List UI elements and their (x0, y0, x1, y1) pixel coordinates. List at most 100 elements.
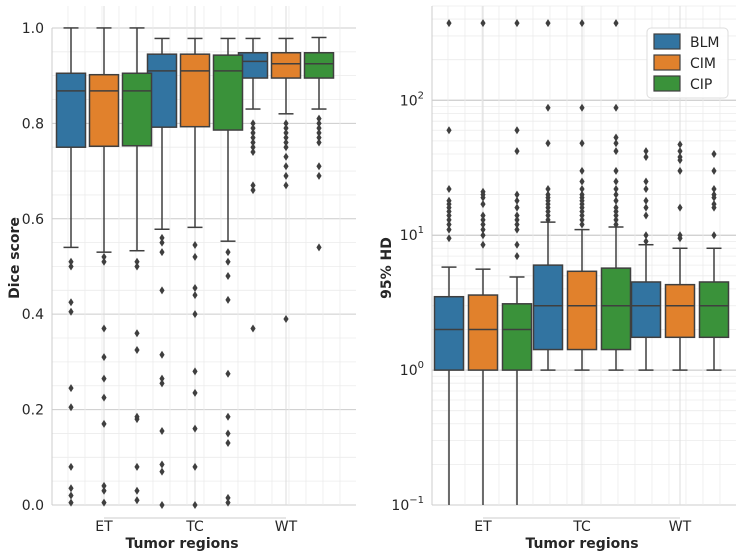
box-blm-wt (630, 147, 662, 371)
outlier-point (192, 283, 198, 292)
y-tick-base: 10 (400, 228, 418, 244)
outlier-point (480, 240, 486, 249)
iqr-box (467, 294, 499, 371)
dice-y-ticks: 0.0 0.2 0.4 0.6 0.8 1.0 (22, 21, 44, 514)
outlier-point (192, 291, 198, 300)
outlier-point (613, 215, 619, 224)
outlier-point (101, 393, 107, 402)
outlier-point (446, 220, 452, 229)
outlier-point (514, 240, 520, 249)
outlier-point (579, 139, 585, 148)
y-tick-label: 100 (400, 360, 424, 379)
dice-score-chart: 0.00.20.40.60.81.0 ET TC WT Tumor regions … (7, 6, 356, 552)
box-blm-et (55, 27, 87, 507)
box-cip-et (121, 27, 153, 505)
outlier-point (316, 128, 322, 137)
outlier-point (545, 215, 551, 224)
dice-boxes (55, 27, 335, 509)
outlier-point (480, 19, 486, 28)
outlier-point (579, 103, 585, 112)
outlier-point (134, 462, 140, 471)
box-cip-tc (212, 37, 244, 507)
outlier-point (68, 384, 74, 393)
outlier-point (480, 231, 486, 240)
outlier-point (446, 215, 452, 224)
outlier-point (159, 501, 165, 509)
outlier-point (613, 133, 619, 142)
y-tick-label: 102 (400, 90, 424, 109)
y-tick-base: 10 (400, 363, 418, 379)
outlier-point (514, 225, 520, 234)
outlier-point (579, 19, 585, 28)
outlier-point (101, 481, 107, 490)
outlier-point (613, 207, 619, 216)
outlier-point (159, 248, 165, 257)
outlier-point (480, 220, 486, 229)
outlier-point (613, 220, 619, 229)
box-cim-wt (664, 140, 696, 371)
legend: BLM CIM CIP (646, 27, 729, 99)
iqr-box (121, 72, 153, 147)
outlier-point (159, 350, 165, 359)
iqr-box (600, 267, 632, 351)
outlier-point (134, 496, 140, 505)
outlier-point (316, 114, 322, 123)
outlier-point (101, 324, 107, 333)
hd95-axis-spine (431, 6, 680, 519)
outlier-point (225, 248, 231, 257)
outlier-point (579, 177, 585, 186)
iqr-box (55, 72, 87, 148)
iqr-box (179, 53, 211, 128)
outlier-point (134, 329, 140, 338)
outlier-point (159, 238, 165, 247)
outlier-point (283, 138, 289, 147)
outlier-point (711, 149, 717, 158)
outlier-point (283, 152, 289, 161)
y-tick-exponent: 1 (418, 225, 424, 236)
outlier-point (677, 156, 683, 165)
y-tick-exponent: −1 (409, 495, 424, 506)
outlier-point (514, 196, 520, 205)
iqr-box (630, 281, 662, 339)
outlier-point (225, 369, 231, 378)
box-blm-tc (146, 37, 178, 509)
y-tick-label: 0.4 (22, 307, 44, 323)
outlier-point (250, 138, 256, 147)
outlier-point (480, 211, 486, 220)
hd95-y-axis-label: 95% HD (379, 237, 395, 299)
outlier-point (225, 257, 231, 266)
outlier-point (134, 486, 140, 495)
outlier-point (250, 186, 256, 195)
outlier-point (643, 152, 649, 161)
outlier-point (677, 203, 683, 212)
x-tick-label: ET (474, 519, 492, 535)
box-cim-tc (566, 19, 598, 371)
outlier-point (101, 419, 107, 428)
legend-swatch (653, 54, 681, 71)
outlier-point (283, 119, 289, 128)
y-tick-label: 101 (400, 225, 424, 244)
outlier-point (68, 257, 74, 266)
outlier-point (579, 185, 585, 194)
outlier-point (446, 19, 452, 28)
box-cip-wt (698, 149, 730, 371)
outlier-point (283, 314, 289, 323)
y-tick-label: 0.2 (22, 403, 44, 419)
outlier-point (68, 307, 74, 316)
outlier-point (101, 498, 107, 507)
outlier-point (545, 19, 551, 28)
outlier-point (159, 460, 165, 469)
box-cim-tc (179, 37, 211, 509)
outlier-point (514, 215, 520, 224)
outlier-point (514, 211, 520, 220)
outlier-point (101, 353, 107, 362)
outlier-point (192, 462, 198, 471)
outlier-point (677, 234, 683, 243)
outlier-point (316, 138, 322, 147)
outlier-point (101, 374, 107, 383)
dice-axis-spine (51, 27, 286, 519)
outlier-point (250, 128, 256, 137)
iqr-box (664, 283, 696, 339)
outlier-point (613, 177, 619, 186)
